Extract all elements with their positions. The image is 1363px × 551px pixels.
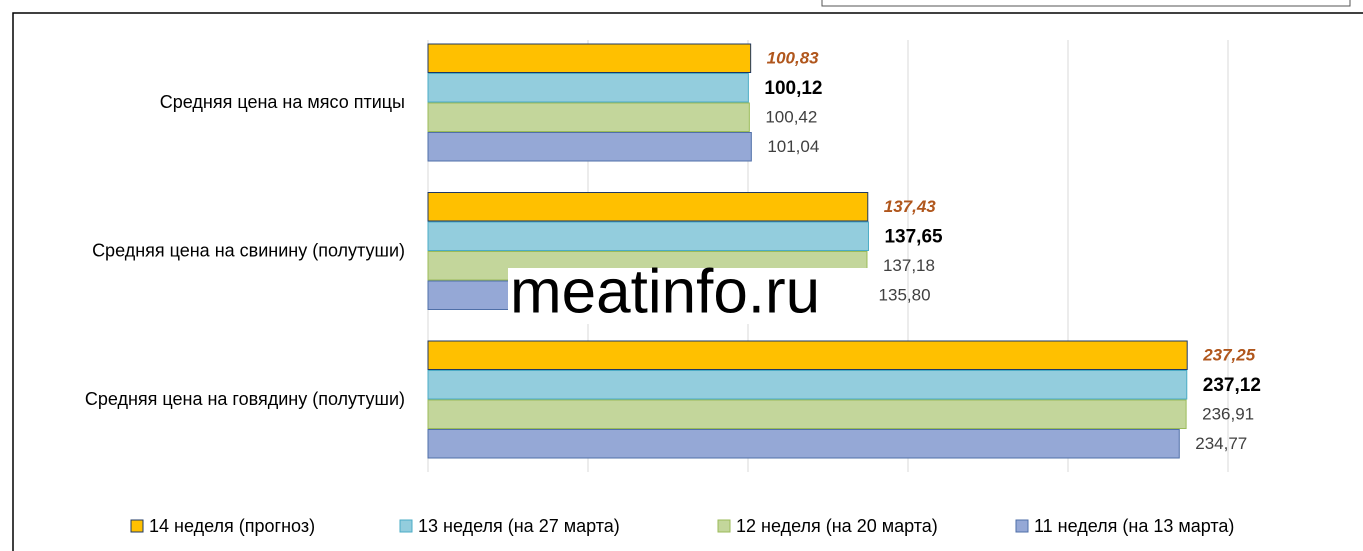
- bar: [427, 192, 869, 222]
- data-label: 100,12: [764, 78, 822, 99]
- watermark-bg: [508, 268, 870, 324]
- data-label: 237,12: [1203, 375, 1261, 396]
- data-label: 100,83: [767, 49, 820, 68]
- bar: [427, 399, 1187, 429]
- legend-label: 13 неделя (на 27 марта): [418, 516, 620, 536]
- data-label: 100,42: [765, 108, 817, 127]
- legend-label: 12 неделя (на 20 марта): [736, 516, 938, 536]
- data-label: 137,65: [884, 226, 943, 247]
- bar: [427, 340, 1188, 370]
- data-label: 137,43: [884, 197, 937, 216]
- legend-swatch: [399, 519, 413, 533]
- legend-swatch: [717, 519, 731, 533]
- legend-swatch: [130, 519, 144, 533]
- data-label: 237,25: [1202, 346, 1256, 365]
- legend-label: 14 неделя (прогноз): [149, 516, 315, 536]
- watermark: meatinfo.ru: [510, 257, 820, 326]
- data-label: 101,04: [767, 137, 819, 156]
- data-label: 137,18: [883, 256, 935, 275]
- data-label: 236,91: [1202, 405, 1254, 424]
- bar: [427, 429, 1180, 459]
- bar: [427, 370, 1188, 400]
- bar: [427, 102, 750, 132]
- category-label: Средняя цена на говядину (полутуши): [85, 389, 405, 409]
- bar: [427, 73, 749, 103]
- top-box: [821, 0, 1351, 7]
- data-label: 234,77: [1195, 434, 1247, 453]
- legend-swatch: [1015, 519, 1029, 533]
- bar: [427, 43, 752, 73]
- legend-label: 11 неделя (на 13 марта): [1034, 516, 1234, 536]
- category-label: Средняя цена на мясо птицы: [160, 92, 405, 112]
- bar: [427, 132, 752, 162]
- bar: [427, 221, 869, 251]
- category-label: Средняя цена на свинину (полутуши): [92, 240, 405, 260]
- data-label: 135,80: [879, 286, 931, 305]
